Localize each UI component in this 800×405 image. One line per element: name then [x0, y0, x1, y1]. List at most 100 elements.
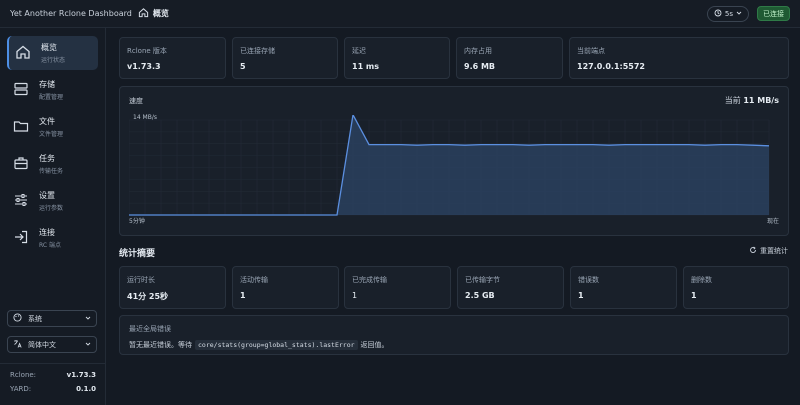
error-panel-title: 最近全局错误: [129, 325, 171, 333]
chevron-down-icon: [85, 314, 91, 324]
sidebar-item-connection[interactable]: 连接 RC 端点: [7, 221, 98, 255]
refresh-interval-value: 5s: [724, 9, 733, 18]
home-icon[interactable]: [138, 7, 149, 21]
card-label: 当前端点: [577, 47, 605, 55]
sidebar-item-sub: 运行参数: [39, 205, 64, 212]
speed-area: [129, 115, 769, 215]
chevron-down-icon: [85, 340, 91, 350]
y-axis-max-label: 14 MB/s: [133, 114, 157, 121]
card-value: 11 ms: [352, 62, 380, 71]
sidebar-item-sub: 配置管理: [39, 94, 64, 101]
reset-stats-label: 重置统计: [760, 247, 788, 255]
endpoint-card: 当前端点 127.0.0.1:5572: [569, 37, 789, 79]
breadcrumb: 概览: [138, 7, 169, 21]
global-error-panel: 最近全局错误 暂无最近错误。等待 core/stats(group=global…: [119, 315, 789, 355]
errors-card: 错误数 1: [570, 266, 677, 309]
latency-card: 延迟 11 ms: [344, 37, 450, 79]
sidebar-item-jobs[interactable]: 任务 传输任务: [7, 147, 98, 181]
memory-card: 内存占用 9.6 MB: [456, 37, 563, 79]
yard-version-value: 0.1.0: [76, 385, 96, 393]
sidebar-item-label: 任务: [39, 154, 55, 163]
card-label: Rclone 版本: [127, 47, 167, 55]
card-label: 活动传输: [240, 276, 268, 284]
sidebar-item-sub: 文件管理: [39, 131, 64, 138]
bytes-transferred-card: 已传输字节 2.5 GB: [457, 266, 564, 309]
translate-icon: [13, 339, 22, 351]
refresh-icon: [714, 9, 722, 19]
reset-stats-button[interactable]: 重置统计: [749, 246, 788, 256]
card-value: 5: [240, 62, 246, 71]
login-icon: [13, 229, 29, 248]
current-speed: 当前 11 MB/s: [725, 95, 779, 106]
card-label: 运行时长: [127, 276, 155, 284]
card-value: v1.73.3: [127, 62, 161, 71]
card-label: 已传输字节: [465, 276, 500, 284]
chevron-down-icon: [736, 10, 742, 18]
rclone-version-row: Rclone: v1.73.3: [10, 371, 96, 379]
uptime-card: 运行时长 41分 25秒: [119, 266, 226, 309]
rclone-version-key: Rclone:: [10, 371, 37, 379]
error-code: core/stats(group=global_stats).lastError: [195, 340, 358, 350]
error-text-before: 暂无最近错误。等待: [129, 341, 192, 349]
card-value: 9.6 MB: [464, 62, 496, 71]
card-value: 41分 25秒: [127, 292, 169, 301]
theme-select-value: 系统: [28, 314, 42, 323]
card-value: 1: [352, 291, 358, 300]
card-label: 延迟: [352, 47, 366, 55]
sidebar-item-sub: 传输任务: [39, 168, 64, 175]
card-value: 1: [578, 291, 584, 300]
current-speed-prefix: 当前: [724, 96, 741, 105]
app-title: Yet Another Rclone Dashboard: [10, 9, 132, 18]
language-select[interactable]: 简体中文: [7, 336, 97, 353]
sidebar-item-label: 连接: [39, 228, 55, 237]
sidebar-item-sub: RC 端点: [39, 242, 61, 249]
speed-chart: [129, 115, 770, 216]
sidebar-item-label: 文件: [39, 117, 55, 126]
theme-select[interactable]: 系统: [7, 310, 97, 327]
completed-transfers-card: 已完成传输 1: [344, 266, 451, 309]
chart-title: 速度: [129, 97, 143, 105]
connection-status-badge[interactable]: 已连接: [757, 6, 790, 21]
x-axis-start-label: 5分钟: [129, 218, 145, 225]
sidebar-divider: [0, 363, 106, 364]
folder-icon: [13, 118, 29, 137]
error-text-after: 返回值。: [360, 341, 389, 349]
rclone-version-card: Rclone 版本 v1.73.3: [119, 37, 226, 79]
refresh-interval-select[interactable]: 5s: [706, 5, 749, 22]
language-select-value: 简体中文: [28, 340, 56, 349]
active-transfers-card: 活动传输 1: [232, 266, 339, 309]
rclone-version-value: v1.73.3: [66, 371, 96, 379]
sidebar-item-settings[interactable]: 设置 运行参数: [7, 184, 98, 218]
card-label: 已完成传输: [352, 276, 387, 284]
current-speed-value: 11 MB/s: [743, 96, 779, 105]
card-value: 2.5 GB: [465, 291, 495, 300]
sidebar-item-sub: 运行状态: [41, 57, 66, 64]
card-value: 1: [240, 291, 246, 300]
card-label: 错误数: [578, 276, 599, 284]
sidebar-item-overview[interactable]: 概览 运行状态: [7, 36, 98, 70]
connected-storage-card: 已连接存储 5: [232, 37, 338, 79]
stats-section-title: 统计摘要: [119, 249, 156, 259]
card-value: 1: [691, 291, 697, 300]
card-label: 删除数: [691, 276, 712, 284]
sidebar-item-files[interactable]: 文件 文件管理: [7, 110, 98, 144]
x-axis-end-label: 现在: [766, 218, 779, 225]
top-bar: Yet Another Rclone Dashboard 概览 5s 已连接: [0, 0, 800, 28]
server-icon: [13, 81, 29, 100]
card-label: 已连接存储: [240, 47, 275, 55]
sidebar-item-label: 概览: [41, 43, 57, 52]
sliders-icon: [13, 192, 29, 211]
card-value: 127.0.0.1:5572: [577, 62, 645, 71]
deletes-card: 删除数 1: [683, 266, 789, 309]
error-message: 暂无最近错误。等待 core/stats(group=global_stats)…: [129, 340, 389, 350]
sidebar-item-label: 存储: [39, 80, 55, 89]
sidebar-item-storage[interactable]: 存储 配置管理: [7, 73, 98, 107]
palette-icon: [13, 312, 22, 325]
sidebar-item-label: 设置: [39, 191, 55, 200]
card-label: 内存占用: [464, 47, 492, 55]
reset-icon: [749, 246, 757, 256]
speed-chart-card: 速度 当前 11 MB/s 14 MB/s 5分钟 现在: [119, 86, 789, 236]
yard-version-row: YARD: 0.1.0: [10, 385, 96, 393]
yard-version-key: YARD:: [10, 385, 32, 393]
sidebar: 概览 运行状态 存储 配置管理 文件 文件管理 任务 传输任务: [0, 28, 106, 405]
